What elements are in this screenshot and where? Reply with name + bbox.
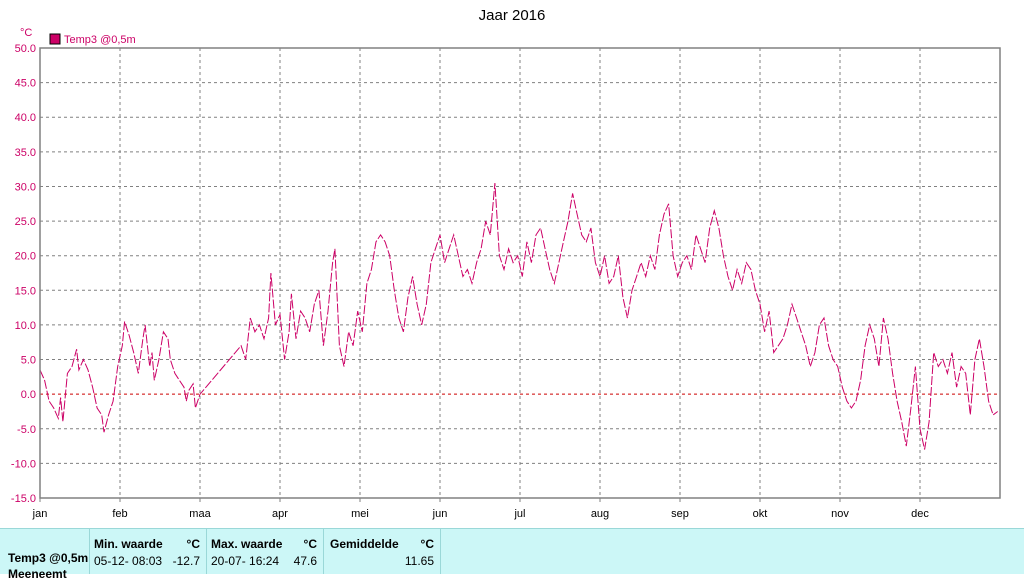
max-datetime: 20-07- 16:24 bbox=[211, 554, 280, 568]
x-tick-label-sep: sep bbox=[671, 508, 689, 520]
legend-swatch bbox=[49, 33, 61, 45]
x-tick-label-nov: nov bbox=[831, 508, 849, 520]
max-unit: °C bbox=[303, 537, 317, 551]
y-tick-label: 35.0 bbox=[15, 147, 36, 159]
y-tick-label: 20.0 bbox=[15, 251, 36, 263]
min-datetime: 05-12- 08:03 bbox=[94, 554, 163, 568]
avg-value: 11.65 bbox=[404, 554, 434, 568]
x-tick-label-feb: feb bbox=[112, 508, 127, 520]
y-tick-label: 25.0 bbox=[15, 216, 36, 228]
y-tick-label: 15.0 bbox=[15, 285, 36, 297]
chart-title: Jaar 2016 bbox=[479, 7, 546, 24]
y-tick-label: 10.0 bbox=[15, 320, 36, 332]
y-tick-label: 50.0 bbox=[15, 43, 36, 55]
y-tick-label: 40.0 bbox=[15, 112, 36, 124]
avg-unit: °C bbox=[420, 537, 434, 551]
y-tick-label: 0.0 bbox=[21, 389, 36, 401]
stats-series-name: Temp3 @0,5m bbox=[8, 551, 89, 565]
avg-header: Gemiddelde bbox=[330, 537, 399, 551]
x-tick-label-jun: jun bbox=[432, 508, 448, 520]
min-cell: Min. waarde °C 05-12- 08:03 -12.7 bbox=[90, 529, 207, 574]
x-tick-label-mei: mei bbox=[351, 508, 369, 520]
x-tick-label-jan: jan bbox=[32, 508, 48, 520]
max-header: Max. waarde bbox=[211, 537, 283, 551]
series-line-temp3 bbox=[39, 182, 998, 450]
avg-cell: Gemiddelde °C 11.65 bbox=[324, 529, 441, 574]
y-axis-unit: °C bbox=[20, 27, 32, 39]
statistics-panel: Temp3 @0,5m Meeneemt Min. waarde °C 05-1… bbox=[0, 528, 1024, 581]
y-tick-label: -10.0 bbox=[11, 458, 36, 470]
y-tick-label: -15.0 bbox=[11, 493, 36, 505]
x-tick-label-dec: dec bbox=[911, 508, 929, 520]
chart: Jaar 2016 °C Temp3 @0,5m 50.0 45.0 40.0 35.… bbox=[11, 7, 1001, 520]
y-tick-label: 45.0 bbox=[15, 78, 36, 90]
x-tick-label-jul: jul bbox=[513, 508, 525, 520]
x-tick-label-apr: apr bbox=[272, 508, 288, 520]
y-tick-label: 30.0 bbox=[15, 181, 36, 193]
y-tick-label: 5.0 bbox=[21, 355, 36, 367]
plot-frame bbox=[39, 47, 1001, 499]
x-tick-label-okt: okt bbox=[753, 508, 768, 520]
max-value: 47.6 bbox=[293, 554, 317, 568]
legend-label: Temp3 @0,5m bbox=[64, 34, 136, 46]
x-tick-label-aug: aug bbox=[591, 508, 609, 520]
max-cell: Max. waarde °C 20-07- 16:24 47.6 bbox=[207, 529, 324, 574]
x-tick-label-maa: maa bbox=[189, 508, 211, 520]
y-tick-label: -5.0 bbox=[17, 424, 36, 436]
min-value: -12.7 bbox=[172, 554, 200, 568]
min-unit: °C bbox=[186, 537, 200, 551]
min-header: Min. waarde bbox=[94, 537, 163, 551]
stats-series-name-2: Meeneemt bbox=[8, 567, 67, 581]
series-cell: Temp3 @0,5m Meeneemt bbox=[0, 529, 90, 581]
